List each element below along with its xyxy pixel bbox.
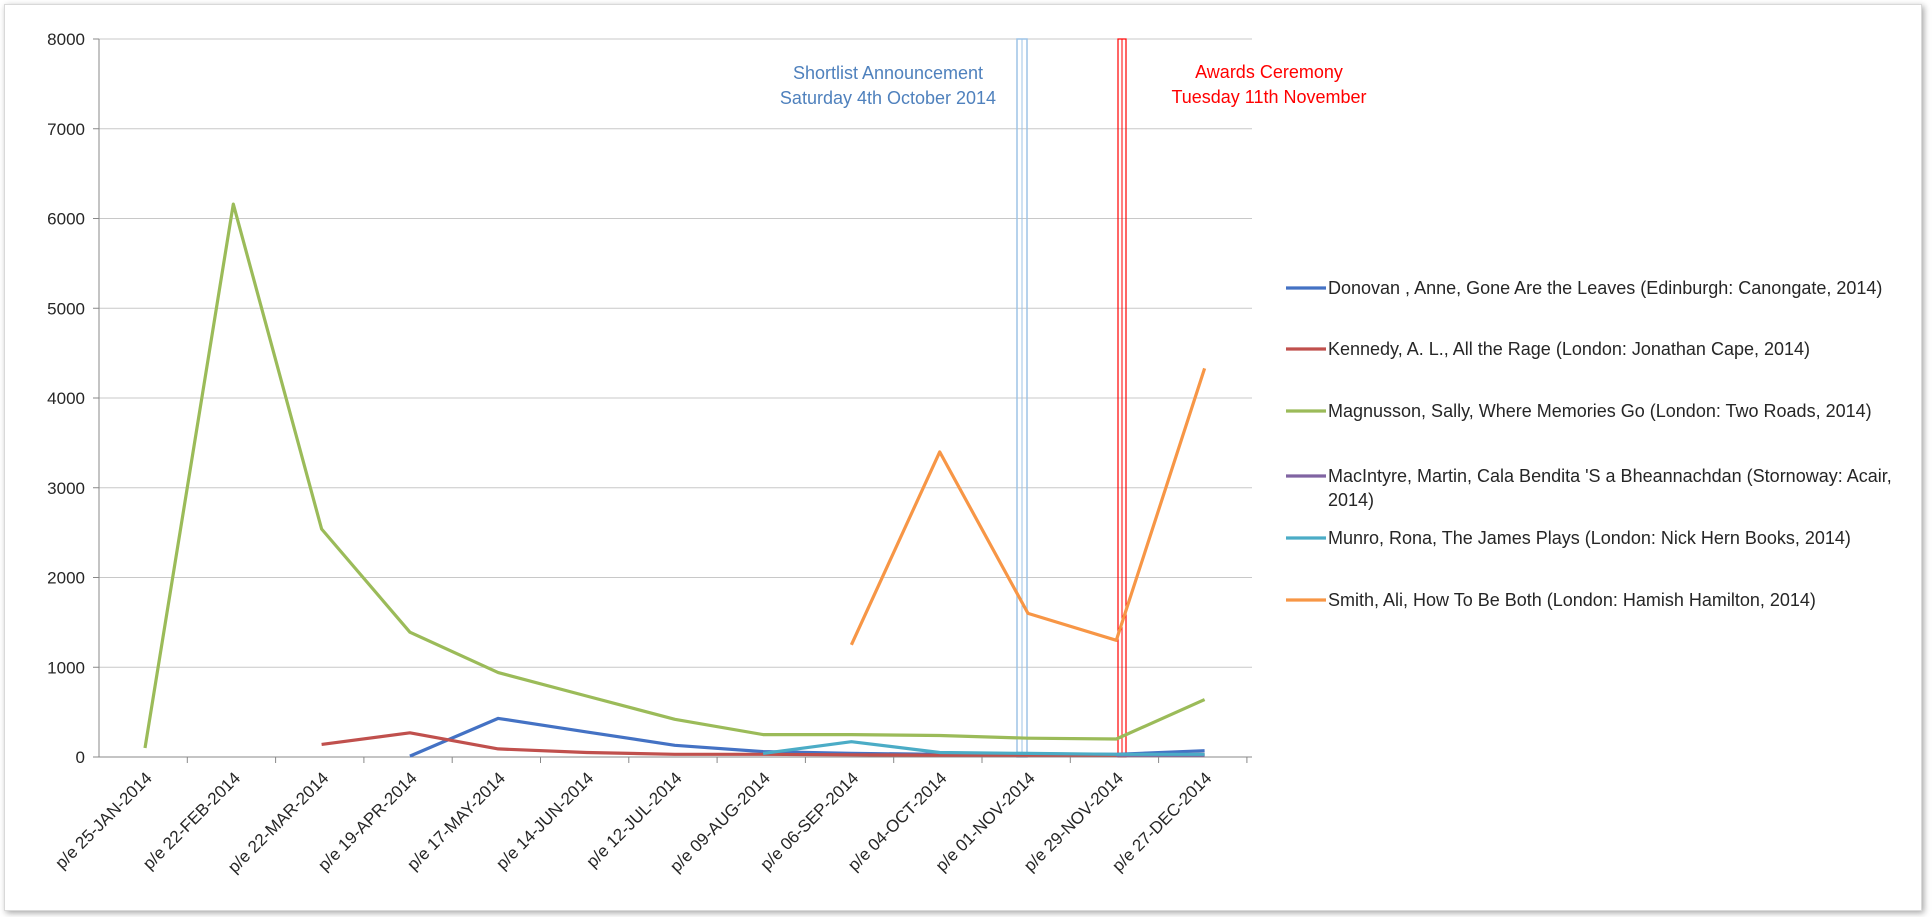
annotation-text: Saturday 4th October 2014	[780, 88, 996, 108]
series-line-4	[762, 740, 1205, 756]
legend-entry: Smith, Ali, How To Be Both (London: Hami…	[1328, 590, 1816, 610]
gridlines	[99, 38, 1252, 758]
chart-frame	[4, 4, 1922, 911]
annotations: Shortlist Announcement Saturday 4th Octob…	[780, 62, 1367, 108]
x-tick-label: p/e 25-JAN-2014	[52, 768, 156, 872]
y-axis-ticks: 0 1000 2000 3000 4000 5000 6000 7000 8000	[47, 30, 99, 767]
y-tick-label: 8000	[47, 30, 85, 49]
series-line-2	[143, 202, 1206, 749]
y-tick-label: 2000	[47, 569, 85, 588]
x-tick-label: p/e 12-JUL-2014	[583, 768, 686, 871]
y-tick-label: 0	[76, 748, 85, 767]
y-tick-label: 3000	[47, 479, 85, 498]
legend: Donovan , Anne, Gone Are the Leaves (Edi…	[1286, 278, 1892, 610]
y-tick-label: 4000	[47, 389, 85, 408]
legend-entry: Magnusson, Sally, Where Memories Go (Lon…	[1328, 401, 1872, 421]
series-lines	[143, 202, 1207, 758]
y-tick-label: 1000	[47, 658, 85, 677]
legend-entry: Munro, Rona, The James Plays (London: Ni…	[1328, 528, 1851, 548]
annotation-text: Awards Ceremony	[1195, 62, 1343, 82]
legend-entry: Donovan , Anne, Gone Are the Leaves (Edi…	[1328, 278, 1882, 298]
annotation-text: Shortlist Announcement	[793, 63, 983, 83]
series-line-5	[849, 367, 1207, 646]
annotation-text: Tuesday 11th November	[1171, 87, 1366, 107]
y-tick-label: 7000	[47, 120, 85, 139]
y-tick-label: 5000	[47, 299, 85, 318]
legend-entry: MacIntyre, Martin, Cala Bendita 'S a Bhe…	[1328, 466, 1892, 510]
y-tick-label: 6000	[47, 210, 85, 229]
legend-entry: Kennedy, A. L., All the Rage (London: Jo…	[1328, 339, 1810, 359]
